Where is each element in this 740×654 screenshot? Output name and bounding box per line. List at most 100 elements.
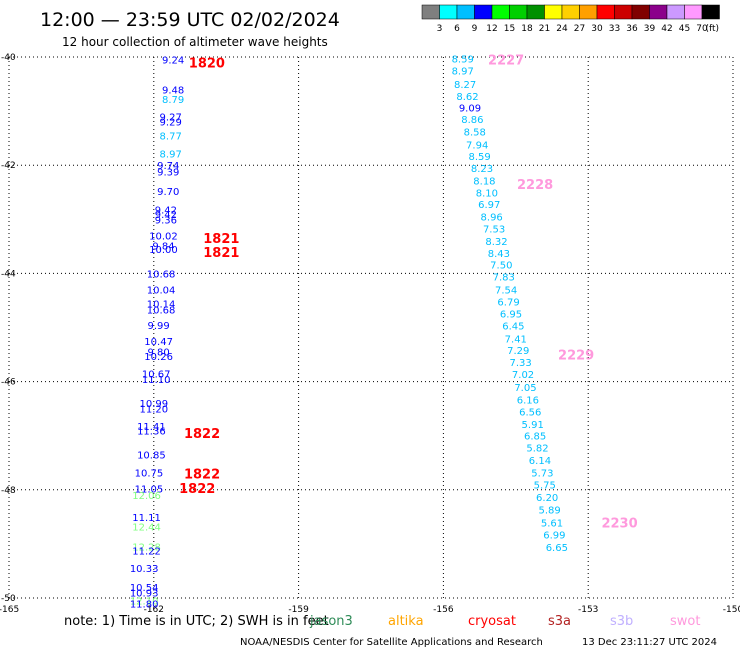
colorbar-swatch <box>701 4 720 20</box>
colorbar-swatch <box>631 4 650 20</box>
swh-value-label: 10.33 <box>130 564 159 575</box>
colorbar-swatch <box>526 4 545 20</box>
footer-timestamp: 13 Dec 23:11:27 UTC 2024 <box>582 637 717 648</box>
time-label: 2228 <box>517 178 553 193</box>
swh-value-label: 6.45 <box>502 321 524 332</box>
points-layer: 9.249.488.799.279.298.778.979.749.399.70… <box>130 55 568 611</box>
colorbar-swatch <box>666 4 685 20</box>
axis-labels: -165 -162 -159 -156 -153 -150 -40 -42 -44 -46 -48 -… <box>0 53 740 615</box>
legend-jason3: jason3 <box>309 614 353 629</box>
colorbar-unit: (ft) <box>706 24 720 34</box>
colorbar-swatch <box>561 4 580 20</box>
colorbar-label: 6 <box>454 24 460 34</box>
swh-value-label: 10.26 <box>144 352 173 363</box>
time-label: 1822 <box>184 468 220 483</box>
swh-value-label: 10.75 <box>135 468 164 479</box>
swh-value-label: 12.44 <box>132 523 161 534</box>
footer-credit: NOAA/NESDIS Center for Satellite Applica… <box>240 637 543 648</box>
x-tick-label: -156 <box>433 605 454 615</box>
colorbar-label: 30 <box>591 24 603 34</box>
swh-value-label: 6.99 <box>543 531 565 542</box>
colorbar-swatch <box>474 4 493 20</box>
y-tick-label: -46 <box>1 378 16 388</box>
time-label: 2227 <box>488 54 524 69</box>
swh-value-label: 8.18 <box>473 176 495 187</box>
swh-value-label: 10.85 <box>137 451 166 462</box>
swh-value-label: 8.58 <box>464 128 486 139</box>
time-label: 2229 <box>558 349 594 364</box>
swh-value-label: 8.59 <box>468 152 490 163</box>
swh-value-label: 6.56 <box>519 407 541 418</box>
swh-value-label: 11.41 <box>137 422 166 433</box>
time-label: 1822 <box>184 427 220 442</box>
colorbar-swatch <box>456 4 475 20</box>
chart-subtitle: 12 hour collection of altimeter wave hei… <box>62 35 328 49</box>
swh-value-label: 7.02 <box>512 370 534 381</box>
swh-value-label: 7.05 <box>514 383 536 394</box>
x-tick-label: -165 <box>0 605 19 615</box>
colorbar-label: 18 <box>521 24 533 34</box>
swh-value-label: 6.97 <box>478 200 500 211</box>
swh-value-label: 5.91 <box>522 420 544 431</box>
swh-value-label: 10.68 <box>147 306 176 317</box>
swh-value-label: 9.09 <box>459 103 481 114</box>
swh-value-label: 9.42 <box>155 210 177 221</box>
swh-value-label: 6.20 <box>536 493 558 504</box>
swh-value-label: 9.42 <box>155 206 177 217</box>
swh-value-label: 10.54 <box>130 583 159 594</box>
colorbar-label: 33 <box>609 24 620 34</box>
swh-value-label: 11.11 <box>132 513 161 524</box>
colorbar-label: 70 <box>696 24 708 34</box>
chart-title: 12:00 — 23:59 UTC 02/02/2024 <box>40 9 340 31</box>
legend-cryosat: cryosat <box>468 614 516 629</box>
colorbar-label: 39 <box>644 24 656 34</box>
swh-value-label: 11.05 <box>135 485 164 496</box>
time-label: 1822 <box>179 482 215 497</box>
swh-value-label: 7.33 <box>509 358 531 369</box>
legend-altika: altika <box>388 614 424 629</box>
colorbar-label: 42 <box>661 24 672 34</box>
swh-value-label: 9.74 <box>157 161 179 172</box>
swh-value-label: 7.50 <box>490 261 512 272</box>
swh-value-label: 7.29 <box>507 346 529 357</box>
swh-value-label: 5.82 <box>526 444 548 455</box>
y-tick-label: -44 <box>1 269 16 279</box>
swh-value-label: 9.39 <box>157 168 179 179</box>
time-label: 1821 <box>203 232 239 247</box>
swh-value-label: 8.79 <box>162 95 184 106</box>
y-tick-label: -42 <box>1 161 16 171</box>
swh-value-label: 7.94 <box>466 141 488 152</box>
colorbar-swatch <box>491 4 510 20</box>
colorbar-label: 27 <box>574 24 585 34</box>
colorbar-swatch <box>509 4 528 20</box>
swh-value-label: 10.67 <box>142 369 171 380</box>
colorbar-swatch <box>421 4 440 20</box>
swh-value-label: 9.99 <box>147 321 169 332</box>
swh-value-label: 11.22 <box>132 546 161 557</box>
swh-value-label: 6.65 <box>546 543 568 554</box>
swh-value-label: 8.97 <box>160 149 182 160</box>
swh-value-label: 8.77 <box>160 131 182 142</box>
swh-value-label: 8.59 <box>452 55 474 66</box>
colorbar-swatch <box>544 4 563 20</box>
swh-value-label: 7.83 <box>493 273 515 284</box>
grid-layer <box>8 56 734 599</box>
swh-value-label: 8.32 <box>485 237 507 248</box>
swh-value-label: 12.06 <box>132 491 161 502</box>
colorbar-label: 9 <box>472 24 478 34</box>
time-label: 1820 <box>189 56 225 71</box>
swh-value-label: 9.80 <box>147 347 169 358</box>
swh-value-label: 8.86 <box>461 115 483 126</box>
colorbar-swatch <box>649 4 668 20</box>
swh-value-label: 6.79 <box>497 298 519 309</box>
swh-value-label: 9.36 <box>155 215 177 226</box>
colorbar-label: 3 <box>437 24 443 34</box>
swh-value-label: 5.89 <box>538 505 560 516</box>
swh-value-label: 7.53 <box>483 224 505 235</box>
colorbar-label: 45 <box>679 24 690 34</box>
swh-value-label: 7.41 <box>505 334 527 345</box>
swh-value-label: 9.48 <box>162 85 184 96</box>
swh-value-label: 6.16 <box>517 395 539 406</box>
swh-value-label: 9.84 <box>152 241 174 252</box>
